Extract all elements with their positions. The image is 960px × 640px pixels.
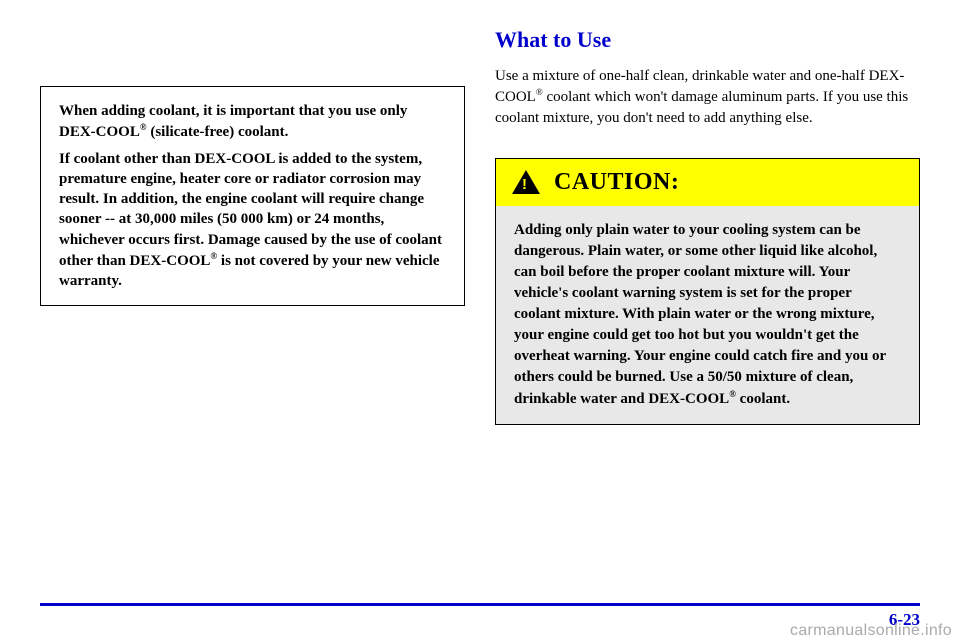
caution-body: Adding only plain water to your cooling … xyxy=(496,206,919,424)
caution-header: CAUTION: xyxy=(496,159,919,206)
text: coolant which won't damage aluminum part… xyxy=(495,89,908,125)
watermark-text: carmanualsonline.info xyxy=(790,622,952,640)
caution-label: CAUTION: xyxy=(554,169,679,196)
text: COOL xyxy=(685,391,729,407)
text: If coolant other than DEX xyxy=(59,151,226,167)
text: COOL xyxy=(96,124,140,140)
text: COOL xyxy=(166,253,210,269)
hyphen: - xyxy=(899,68,904,84)
caution-box: CAUTION: Adding only plain water to your… xyxy=(495,158,920,425)
registered-icon: ® xyxy=(536,87,543,97)
notice-paragraph-2: If coolant other than DEX-COOL is added … xyxy=(59,149,446,292)
registered-icon: ® xyxy=(140,122,147,132)
section-heading: What to Use xyxy=(495,28,920,52)
text: free) coolant. xyxy=(205,124,289,140)
footer-rule xyxy=(40,603,920,606)
text: (silicate xyxy=(147,124,200,140)
body-paragraph: Use a mixture of one-half clean, drinkab… xyxy=(495,66,920,128)
warning-triangle-icon xyxy=(512,170,540,194)
registered-icon: ® xyxy=(729,389,736,399)
text: Adding only plain water to your cooling … xyxy=(514,222,886,407)
right-column: What to Use Use a mixture of one-half cl… xyxy=(495,28,920,425)
page-content: When adding coolant, it is important tha… xyxy=(0,0,960,425)
text: coolant. xyxy=(736,391,790,407)
text: Use a mixture of one-half clean, drinkab… xyxy=(495,68,899,84)
text: COOL xyxy=(495,89,536,105)
coolant-notice-box: When adding coolant, it is important tha… xyxy=(40,86,465,306)
dash-icon: -- xyxy=(105,211,115,227)
notice-paragraph-1: When adding coolant, it is important tha… xyxy=(59,101,446,143)
left-column: When adding coolant, it is important tha… xyxy=(40,28,465,425)
